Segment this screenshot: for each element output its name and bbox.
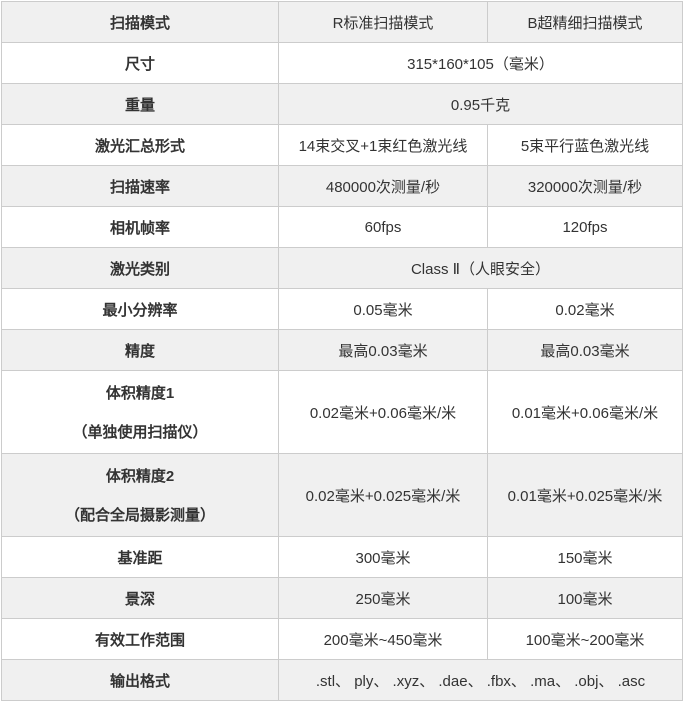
spec-label: 精度: [124, 342, 155, 360]
spec-label-cell: 体积精度2 （配合全局摄影测量）: [1, 453, 279, 537]
spec-value-cell: 14束交叉+1束红色激光线: [278, 124, 488, 166]
table-row: 激光类别 Class Ⅱ（人眼安全）: [1, 247, 683, 289]
spec-value-cell: 0.01毫米+0.06毫米/米: [487, 370, 683, 454]
spec-value-cell: 0.02毫米: [487, 288, 683, 330]
spec-value-cell: 480000次测量/秒: [278, 165, 488, 207]
spec-label-cell: 最小分辨率: [1, 288, 279, 330]
spec-sublabel: （单独使用扫描仪）: [72, 424, 208, 441]
table-row: 激光汇总形式 14束交叉+1束红色激光线 5束平行蓝色激光线: [1, 124, 683, 166]
spec-label: 激光类别: [109, 260, 170, 278]
table-row: 体积精度2 （配合全局摄影测量） 0.02毫米+0.025毫米/米 0.01毫米+…: [1, 453, 683, 537]
spec-label: 体积精度2: [105, 468, 175, 485]
spec-value-cell: R标准扫描模式: [278, 1, 488, 43]
table-row: 有效工作范围 200毫米~450毫米 100毫米~200毫米: [1, 618, 683, 660]
spec-label-cell: 输出格式: [1, 659, 279, 701]
spec-value-cell: 0.01毫米+0.025毫米/米: [487, 453, 683, 537]
spec-label: 基准距: [117, 549, 163, 567]
spec-label-cell: 激光汇总形式: [1, 124, 279, 166]
table-row: 最小分辨率 0.05毫米 0.02毫米: [1, 288, 683, 330]
spec-table: 扫描模式 R标准扫描模式 B超精细扫描模式 尺寸 315*160*105（毫米） …: [1, 1, 683, 701]
table-row: 扫描速率 480000次测量/秒 320000次测量/秒: [1, 165, 683, 207]
table-row: 基准距 300毫米 150毫米: [1, 536, 683, 578]
spec-label-cell: 扫描模式: [1, 1, 279, 43]
spec-label-cell: 尺寸: [1, 42, 279, 84]
table-row: 相机帧率 60fps 120fps: [1, 206, 683, 248]
table-row: 精度 最高0.03毫米 最高0.03毫米: [1, 329, 683, 371]
spec-value-cell: 120fps: [487, 206, 683, 248]
spec-label: 相机帧率: [109, 219, 170, 237]
spec-value-cell: 0.95千克: [278, 83, 683, 125]
spec-label: 扫描速率: [109, 178, 170, 196]
spec-value-cell: 100毫米: [487, 577, 683, 619]
spec-value-cell: 0.02毫米+0.025毫米/米: [278, 453, 488, 537]
spec-value-cell: Class Ⅱ（人眼安全）: [278, 247, 683, 289]
spec-value-cell: 最高0.03毫米: [278, 329, 488, 371]
spec-label-cell: 扫描速率: [1, 165, 279, 207]
spec-sublabel: （配合全局摄影测量）: [64, 507, 215, 524]
spec-label-cell: 有效工作范围: [1, 618, 279, 660]
spec-label: 体积精度1: [105, 385, 175, 402]
spec-value-cell: 0.02毫米+0.06毫米/米: [278, 370, 488, 454]
spec-value-cell: 250毫米: [278, 577, 488, 619]
table-row: 景深 250毫米 100毫米: [1, 577, 683, 619]
spec-value-cell: 320000次测量/秒: [487, 165, 683, 207]
spec-label-cell: 基准距: [1, 536, 279, 578]
spec-value-cell: 最高0.03毫米: [487, 329, 683, 371]
spec-value-cell: 315*160*105（毫米）: [278, 42, 683, 84]
spec-value-cell: B超精细扫描模式: [487, 1, 683, 43]
spec-value-cell: 100毫米~200毫米: [487, 618, 683, 660]
spec-table-body: 扫描模式 R标准扫描模式 B超精细扫描模式 尺寸 315*160*105（毫米） …: [1, 1, 683, 701]
spec-label-cell: 重量: [1, 83, 279, 125]
spec-value-cell: 0.05毫米: [278, 288, 488, 330]
spec-label-cell: 景深: [1, 577, 279, 619]
spec-label: 扫描模式: [109, 14, 170, 32]
spec-label: 最小分辨率: [102, 301, 178, 319]
spec-value-cell: 5束平行蓝色激光线: [487, 124, 683, 166]
spec-value-cell: 150毫米: [487, 536, 683, 578]
spec-label: 景深: [124, 590, 155, 608]
spec-label: 输出格式: [109, 672, 170, 690]
table-row: 体积精度1 （单独使用扫描仪） 0.02毫米+0.06毫米/米 0.01毫米+0.…: [1, 370, 683, 454]
spec-value-cell: 60fps: [278, 206, 488, 248]
spec-label: 有效工作范围: [94, 631, 185, 649]
spec-label-cell: 激光类别: [1, 247, 279, 289]
spec-label: 激光汇总形式: [94, 137, 185, 155]
table-row: 扫描模式 R标准扫描模式 B超精细扫描模式: [1, 1, 683, 43]
table-row: 输出格式 .stl、 ply、 .xyz、 .dae、 .fbx、 .ma、 .…: [1, 659, 683, 701]
table-row: 重量 0.95千克: [1, 83, 683, 125]
spec-value-cell: .stl、 ply、 .xyz、 .dae、 .fbx、 .ma、 .obj、 …: [278, 659, 683, 701]
spec-label-cell: 精度: [1, 329, 279, 371]
spec-label: 尺寸: [124, 55, 155, 73]
spec-label-cell: 相机帧率: [1, 206, 279, 248]
spec-value-cell: 200毫米~450毫米: [278, 618, 488, 660]
spec-label: 重量: [124, 96, 155, 114]
table-row: 尺寸 315*160*105（毫米）: [1, 42, 683, 84]
spec-label-cell: 体积精度1 （单独使用扫描仪）: [1, 370, 279, 454]
spec-value-cell: 300毫米: [278, 536, 488, 578]
